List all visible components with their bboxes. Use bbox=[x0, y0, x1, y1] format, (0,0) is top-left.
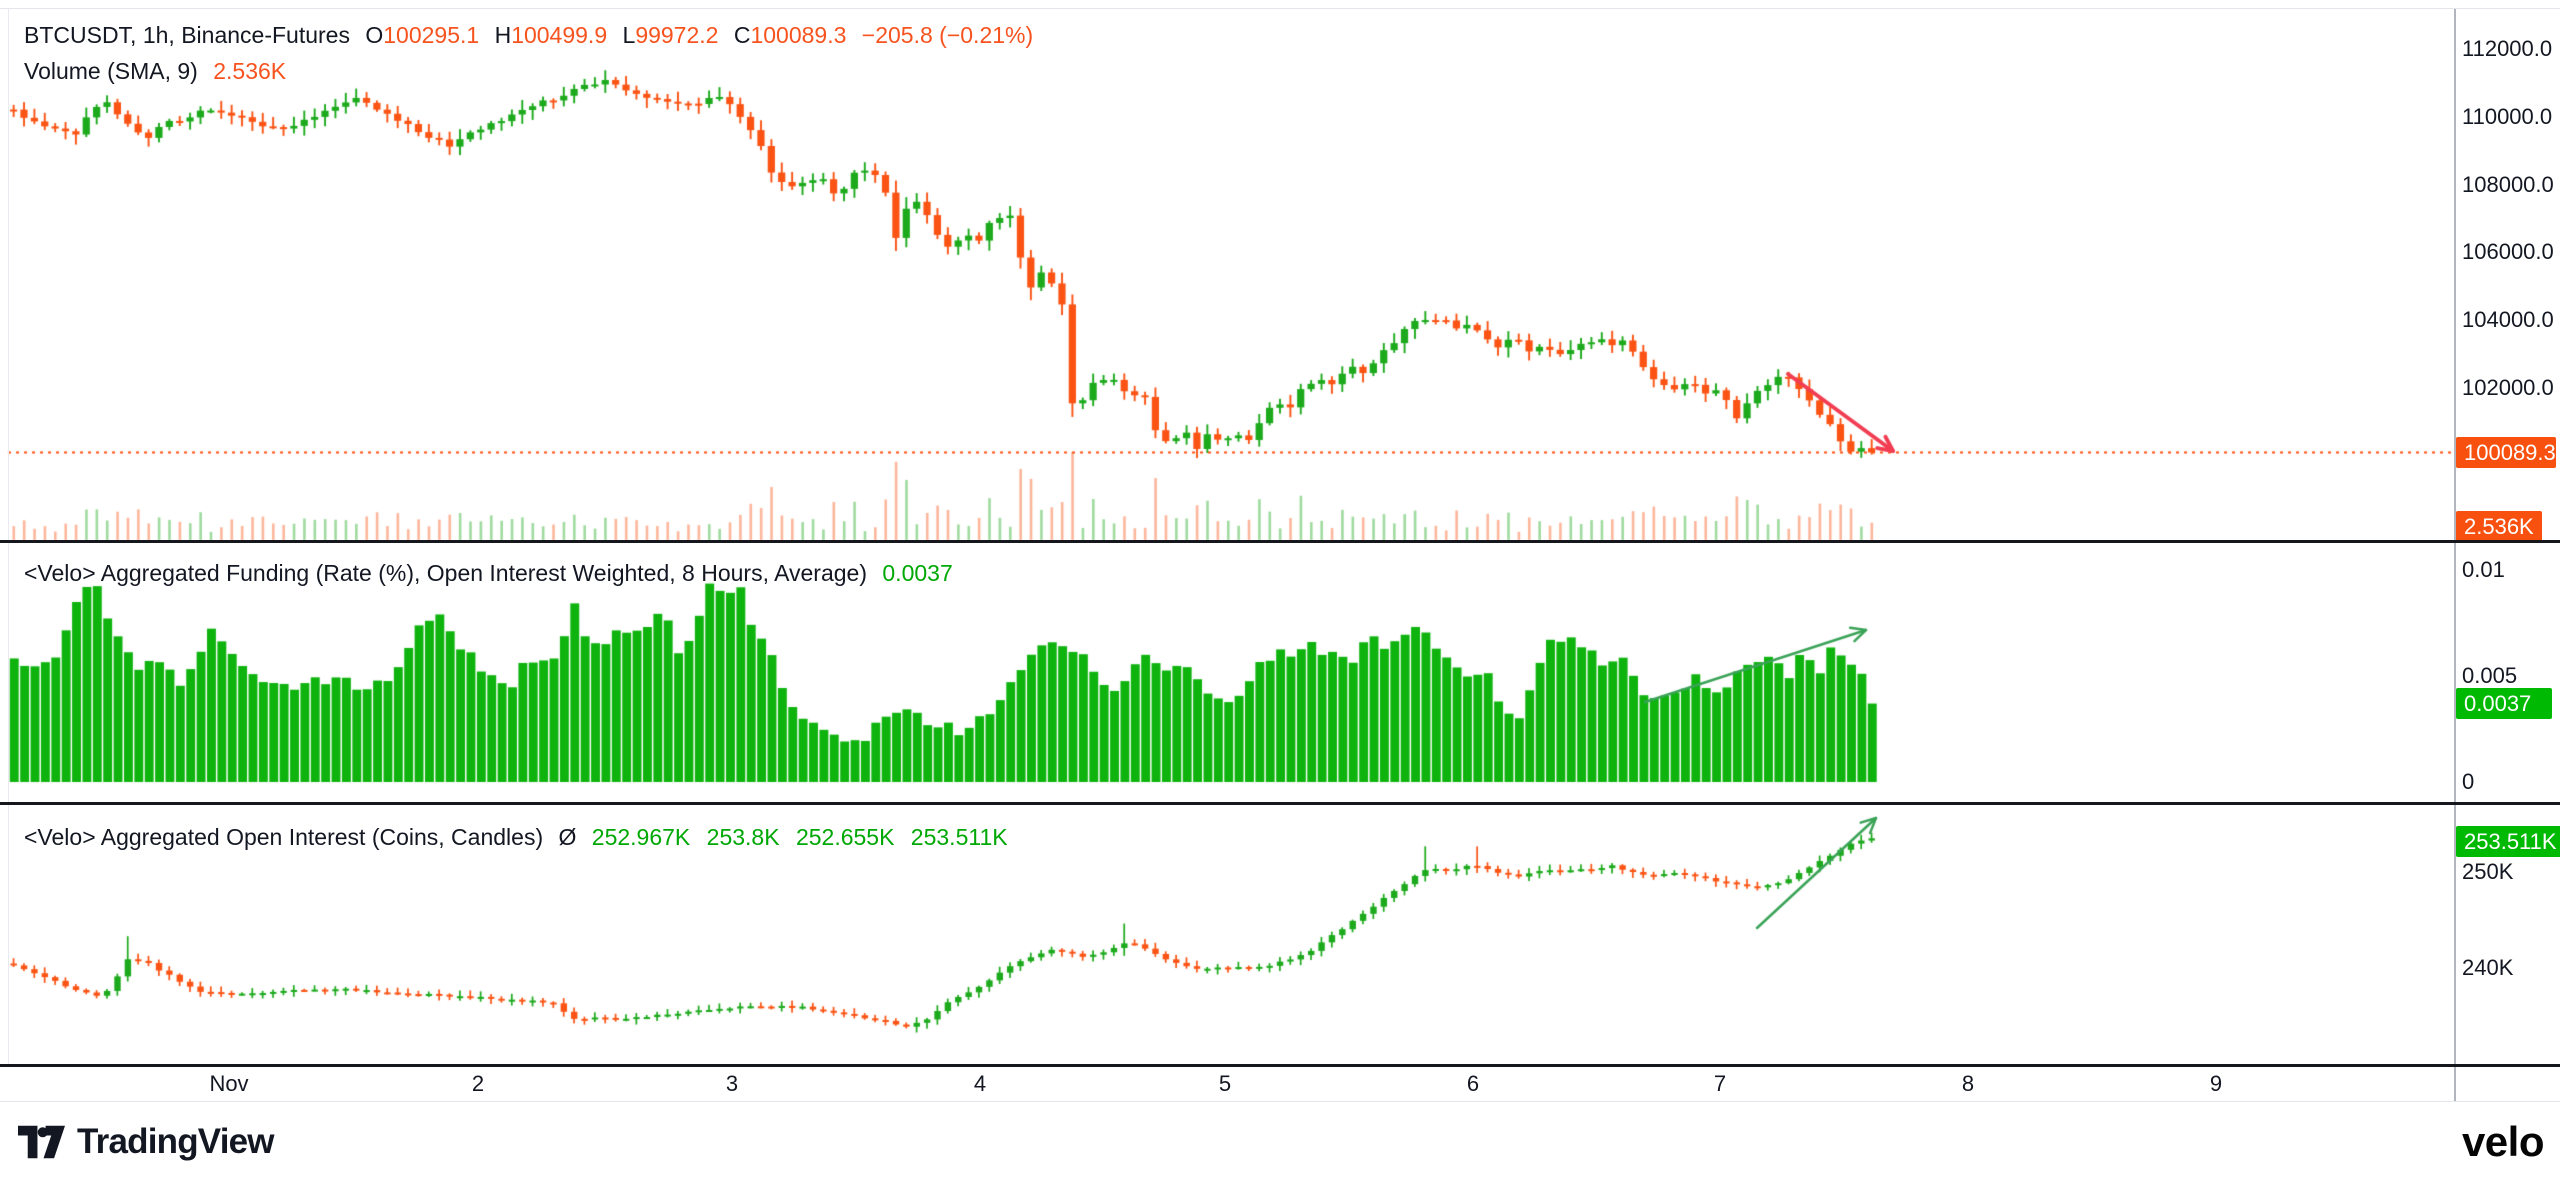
close-label: C bbox=[733, 22, 751, 48]
price-axis-tick: 106000.0 bbox=[2462, 239, 2554, 265]
open-interest-ohlc-values: 252.967K 253.8K 252.655K 253.511K bbox=[591, 824, 1008, 850]
pane-separator-3 bbox=[0, 1064, 2560, 1067]
time-axis-label-6: 6 bbox=[1466, 1071, 1480, 1096]
time-axis-label-5: 5 bbox=[1218, 1071, 1232, 1096]
open-value: 100295.1 bbox=[383, 22, 480, 48]
symbol-legend[interactable]: BTCUSDT, 1h, Binance-Futures O100295.1 H… bbox=[24, 22, 1042, 49]
volume-label[interactable]: Volume (SMA, 9) bbox=[24, 58, 198, 84]
time-axis-label-2: 2 bbox=[471, 1071, 485, 1096]
price-axis-tick: 110000.0 bbox=[2462, 103, 2553, 129]
pane-separator-2[interactable] bbox=[0, 802, 2560, 805]
symbol-title[interactable]: BTCUSDT, 1h, Binance-Futures bbox=[24, 22, 350, 48]
funding-axis-tick: 0 bbox=[2462, 769, 2475, 794]
funding-value-badge: 0.0037 bbox=[2456, 688, 2552, 719]
footer-bar: TradingView velo bbox=[0, 1103, 2560, 1181]
open-interest-axis-tick: 240K bbox=[2462, 955, 2514, 980]
time-axis-label-9: 9 bbox=[2209, 1071, 2223, 1096]
price-axis-tick: 104000.0 bbox=[2462, 307, 2554, 332]
time-axis-label-4: 4 bbox=[973, 1071, 987, 1096]
time-axis-label-nov: Nov bbox=[209, 1071, 249, 1096]
funding-legend[interactable]: <Velo> Aggregated Funding (Rate (%), Ope… bbox=[24, 560, 962, 587]
funding-label[interactable]: <Velo> Aggregated Funding (Rate (%), Ope… bbox=[24, 560, 867, 586]
time-axis-label-7: 7 bbox=[1713, 1071, 1727, 1096]
volume-legend[interactable]: Volume (SMA, 9) 2.536K bbox=[24, 58, 295, 85]
open-interest-axis-tick: 250K bbox=[2462, 859, 2514, 884]
volume-value: 2.536K bbox=[213, 58, 287, 84]
price-axis-tick: 102000.0 bbox=[2462, 374, 2554, 400]
time-axis-label-8: 8 bbox=[1961, 1071, 1975, 1096]
tradingview-logo-icon bbox=[18, 1122, 65, 1162]
velo-logo[interactable]: velo bbox=[2461, 1118, 2545, 1165]
price-axis-tick: 108000.0 bbox=[2462, 171, 2554, 197]
close-value: 100089.3 bbox=[750, 22, 847, 48]
price-axis[interactable]: 100089.3 2.536K 0.0037 253.511K 112000.0… bbox=[2456, 0, 2560, 1101]
tradingview-logo[interactable]: TradingView bbox=[18, 1122, 275, 1162]
pane-separator-1[interactable] bbox=[0, 540, 2560, 543]
average-symbol: Ø bbox=[558, 824, 577, 850]
funding-value: 0.0037 bbox=[882, 560, 953, 586]
low-value: 99972.2 bbox=[635, 22, 719, 48]
open-interest-label[interactable]: <Velo> Aggregated Open Interest (Coins, … bbox=[24, 824, 544, 850]
funding-axis-tick: 0.01 bbox=[2462, 557, 2505, 582]
price-axis-border bbox=[2454, 8, 2456, 1102]
open-label: O bbox=[365, 22, 384, 48]
last-price-badge: 100089.3 bbox=[2456, 437, 2556, 468]
time-axis-label-3: 3 bbox=[725, 1071, 739, 1096]
high-value: 100499.9 bbox=[511, 22, 608, 48]
open-interest-value-badge: 253.511K bbox=[2456, 826, 2560, 857]
change-value: −205.8 (−0.21%) bbox=[861, 22, 1034, 48]
axis-bottom-border bbox=[0, 1101, 2560, 1102]
tradingview-logo-text: TradingView bbox=[77, 1122, 275, 1161]
high-label: H bbox=[494, 22, 512, 48]
chart-top-border bbox=[0, 8, 2560, 9]
open-interest-legend[interactable]: <Velo> Aggregated Open Interest (Coins, … bbox=[24, 824, 1017, 851]
low-label: L bbox=[622, 22, 636, 48]
chart-left-border bbox=[8, 8, 9, 1065]
funding-axis-tick: 0.005 bbox=[2462, 663, 2518, 688]
volume-value-badge: 2.536K bbox=[2456, 511, 2542, 542]
price-axis-tick: 112000.0 bbox=[2462, 36, 2553, 61]
